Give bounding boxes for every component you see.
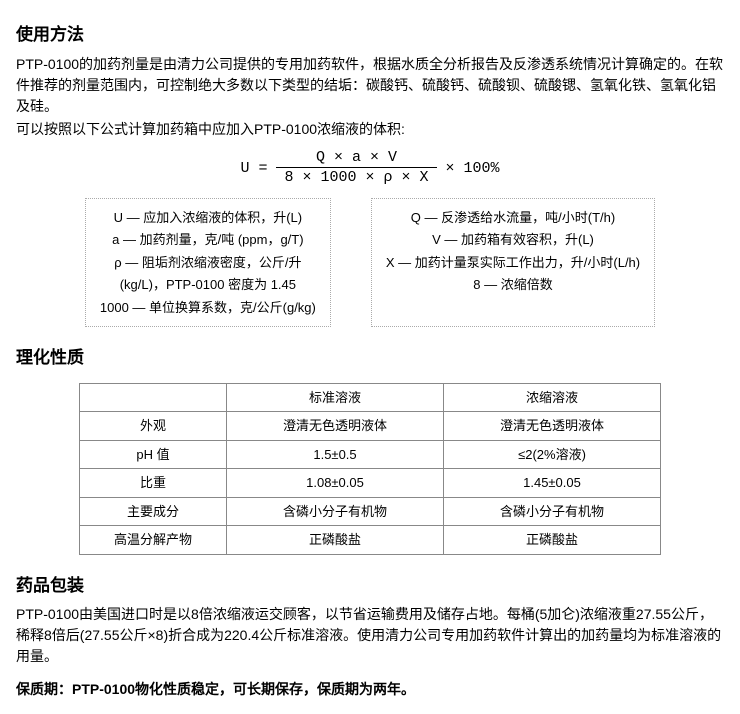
table-cell: 含磷小分子有机物: [444, 497, 661, 526]
table-cell: 含磷小分子有机物: [227, 497, 444, 526]
table-row: 外观澄清无色透明液体澄清无色透明液体: [80, 412, 661, 441]
table-row: 高温分解产物正磷酸盐正磷酸盐: [80, 526, 661, 555]
props-table: 标准溶液浓缩溶液外观澄清无色透明液体澄清无色透明液体pH 值1.5±0.5≤2(…: [79, 383, 661, 555]
formula-numerator: Q × a × V: [276, 148, 436, 169]
table-cell: 比重: [80, 469, 227, 498]
table-cell: 正磷酸盐: [227, 526, 444, 555]
table-cell: ≤2(2%溶液): [444, 440, 661, 469]
formula-fraction: Q × a × V 8 × 1000 × ρ × X: [276, 148, 436, 188]
formula-left: U =: [240, 159, 267, 176]
legend-item: V — 加药箱有效容积，升(L): [386, 230, 640, 250]
usage-para-1: PTP-0100的加药剂量是由清力公司提供的专用加药软件，根据水质全分析报告及反…: [16, 54, 724, 117]
props-title: 理化性质: [16, 345, 724, 371]
table-cell: 外观: [80, 412, 227, 441]
table-header: 标准溶液: [227, 383, 444, 412]
table-row: 比重1.08±0.051.45±0.05: [80, 469, 661, 498]
table-cell: 高温分解产物: [80, 526, 227, 555]
table-cell: 澄清无色透明液体: [227, 412, 444, 441]
legend-item: 1000 — 单位换算系数，克/公斤(g/kg): [100, 298, 316, 318]
formula-block: U = Q × a × V 8 × 1000 × ρ × X × 100%: [16, 148, 724, 188]
table-row: 主要成分含磷小分子有机物含磷小分子有机物: [80, 497, 661, 526]
legend-item: (kg/L)，PTP-0100 密度为 1.45: [100, 275, 316, 295]
table-row: pH 值1.5±0.5≤2(2%溶液): [80, 440, 661, 469]
packaging-title: 药品包装: [16, 573, 724, 599]
table-cell: 1.08±0.05: [227, 469, 444, 498]
legend-item: a — 加药剂量，克/吨 (ppm，g/T): [100, 230, 316, 250]
table-cell: pH 值: [80, 440, 227, 469]
legend-left: U — 应加入浓缩液的体积，升(L)a — 加药剂量，克/吨 (ppm，g/T)…: [85, 198, 331, 328]
table-header: 浓缩溶液: [444, 383, 661, 412]
shelf-life: 保质期：PTP-0100物化性质稳定，可长期保存，保质期为两年。: [16, 679, 724, 700]
table-cell: 主要成分: [80, 497, 227, 526]
packaging-para: PTP-0100由美国进口时是以8倍浓缩液运交顾客，以节省运输费用及储存占地。每…: [16, 604, 724, 667]
legend-item: ρ — 阻垢剂浓缩液密度，公斤/升: [100, 253, 316, 273]
formula-denominator: 8 × 1000 × ρ × X: [276, 168, 436, 188]
usage-para-2: 可以按照以下公式计算加药箱中应加入PTP-0100浓缩液的体积:: [16, 119, 724, 140]
legend-item: U — 应加入浓缩液的体积，升(L): [100, 208, 316, 228]
legend-container: U — 应加入浓缩液的体积，升(L)a — 加药剂量，克/吨 (ppm，g/T)…: [16, 198, 724, 328]
usage-title: 使用方法: [16, 22, 724, 48]
formula-right: × 100%: [446, 159, 500, 176]
table-header: [80, 383, 227, 412]
legend-right: Q — 反渗透给水流量，吨/小时(T/h)V — 加药箱有效容积，升(L) X —…: [371, 198, 655, 328]
table-cell: 1.5±0.5: [227, 440, 444, 469]
table-cell: 澄清无色透明液体: [444, 412, 661, 441]
legend-item: 8 — 浓缩倍数: [386, 275, 640, 295]
table-cell: 1.45±0.05: [444, 469, 661, 498]
legend-item: Q — 反渗透给水流量，吨/小时(T/h): [386, 208, 640, 228]
legend-item: X — 加药计量泵实际工作出力，升/小时(L/h): [386, 253, 640, 273]
table-cell: 正磷酸盐: [444, 526, 661, 555]
